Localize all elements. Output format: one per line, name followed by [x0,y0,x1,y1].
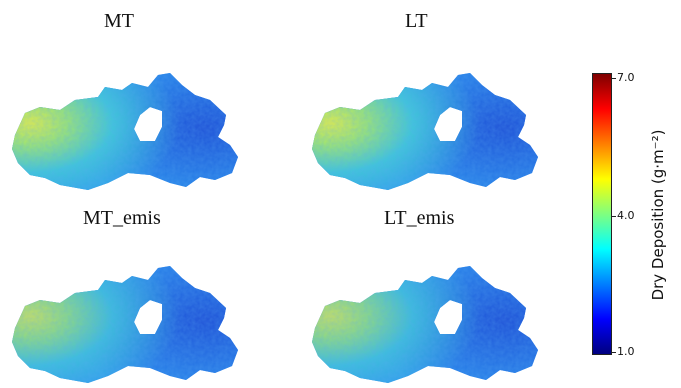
colorbar-tick-mark-mid [612,216,616,217]
colorbar-tick-mid: 4.0 [617,209,635,222]
colorbar-label: Dry Deposition (g·m⁻²) [649,129,667,301]
map-lt [312,73,538,190]
map-mt [12,73,238,190]
panel-title-mt: MT [104,10,134,32]
colorbar [592,73,612,355]
panel-title-lt-emis: LT_emis [384,207,455,229]
colorbar-tick-mark-top [612,78,616,79]
panel-title-mt-emis: MT_emis [83,207,161,229]
map-lt-emis [312,266,538,383]
map-mt-emis [12,266,238,383]
colorbar-tick-top: 7.0 [617,71,635,84]
colorbar-tick-bottom: 1.0 [617,345,635,358]
colorbar-tick-mark-bottom [612,352,616,353]
panel-title-lt: LT [405,10,428,32]
